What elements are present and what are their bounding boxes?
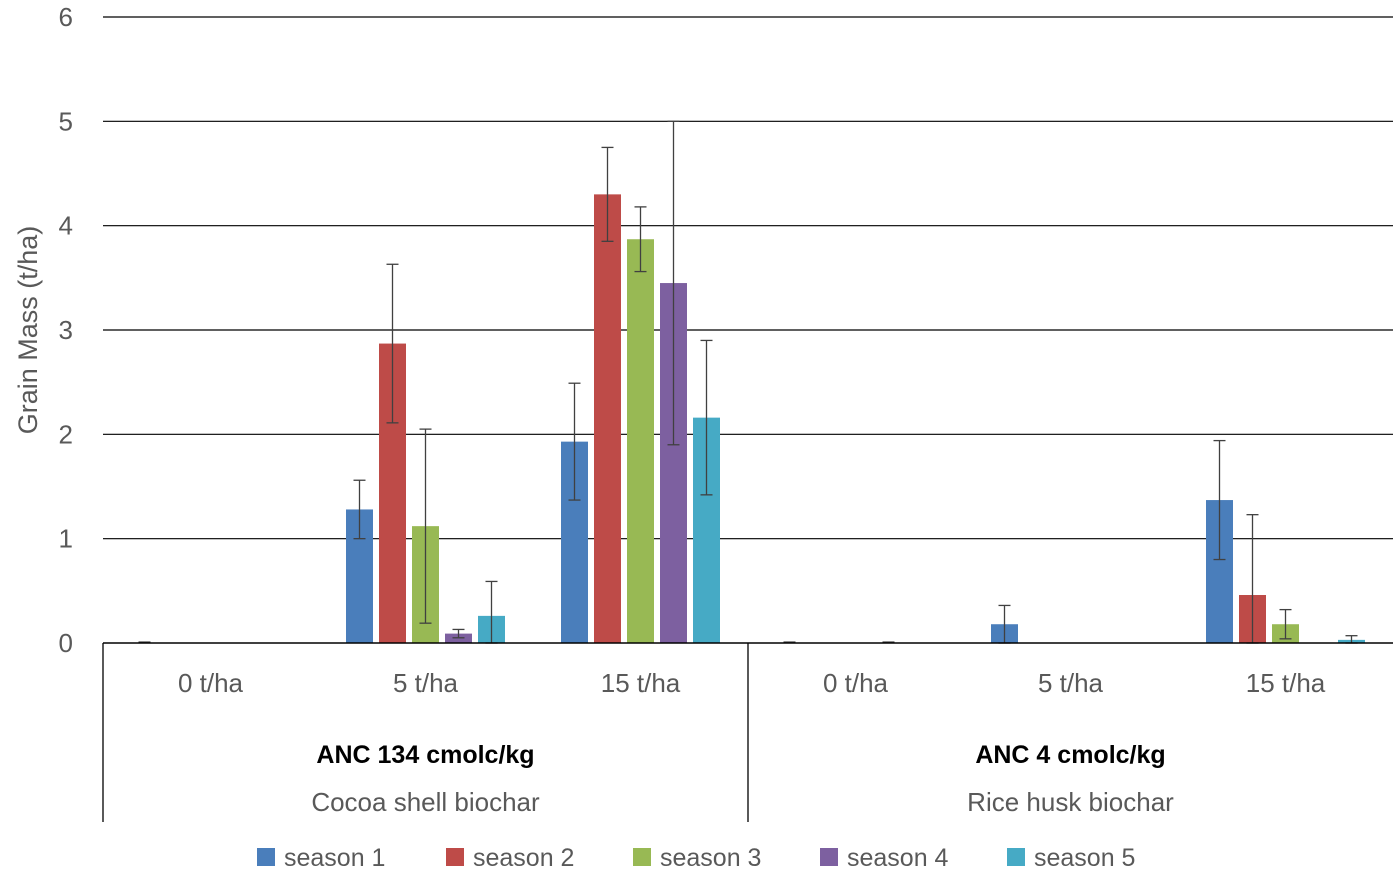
y-tick-label: 6 xyxy=(59,2,73,32)
category-axis xyxy=(102,642,1393,822)
bar xyxy=(594,194,621,643)
legend-label: season 3 xyxy=(660,844,761,871)
x-tick-label: 5 t/ha xyxy=(1038,668,1104,698)
legend: season 1 season 2 season 3 season 4 season 5 xyxy=(257,844,1135,871)
group-label: Cocoa shell biochar xyxy=(311,787,540,817)
legend-swatch xyxy=(1007,848,1025,866)
legend-swatch xyxy=(257,848,275,866)
group-labels: ANC 134 cmolc/kg Cocoa shell biochar ANC 4… xyxy=(311,741,1174,817)
bar xyxy=(627,239,654,644)
legend-label: season 4 xyxy=(847,844,949,871)
error-bars xyxy=(138,120,1358,644)
y-tick-label: 5 xyxy=(59,106,73,136)
legend-label: season 5 xyxy=(1034,844,1135,871)
legend-label: season 2 xyxy=(473,844,574,871)
x-tick-label: 15 t/ha xyxy=(1246,668,1326,698)
group-annotation: ANC 4 cmolc/kg xyxy=(975,741,1165,769)
legend-swatch xyxy=(446,848,464,866)
legend-swatch xyxy=(820,848,838,866)
legend-label: season 1 xyxy=(284,844,385,871)
y-axis-ticks: 0 1 2 3 4 5 6 xyxy=(59,2,73,658)
x-tick-label: 15 t/ha xyxy=(601,668,681,698)
x-tick-label: 0 t/ha xyxy=(823,668,889,698)
y-tick-label: 4 xyxy=(59,211,73,241)
y-axis-label: Grain Mass (t/ha) xyxy=(13,226,43,435)
group-label: Rice husk biochar xyxy=(967,787,1174,817)
group-annotation: ANC 134 cmolc/kg xyxy=(316,741,534,769)
gridlines xyxy=(103,16,1393,540)
category-labels: 0 t/ha 5 t/ha 15 t/ha 0 t/ha 5 t/ha 15 t/ha xyxy=(178,668,1326,698)
y-tick-label: 1 xyxy=(59,524,73,554)
bars xyxy=(346,194,1365,644)
y-tick-label: 2 xyxy=(59,419,73,449)
legend-swatch xyxy=(633,848,651,866)
x-tick-label: 5 t/ha xyxy=(393,668,459,698)
y-tick-label: 0 xyxy=(59,628,73,658)
y-tick-label: 3 xyxy=(59,315,73,345)
x-tick-label: 0 t/ha xyxy=(178,668,244,698)
